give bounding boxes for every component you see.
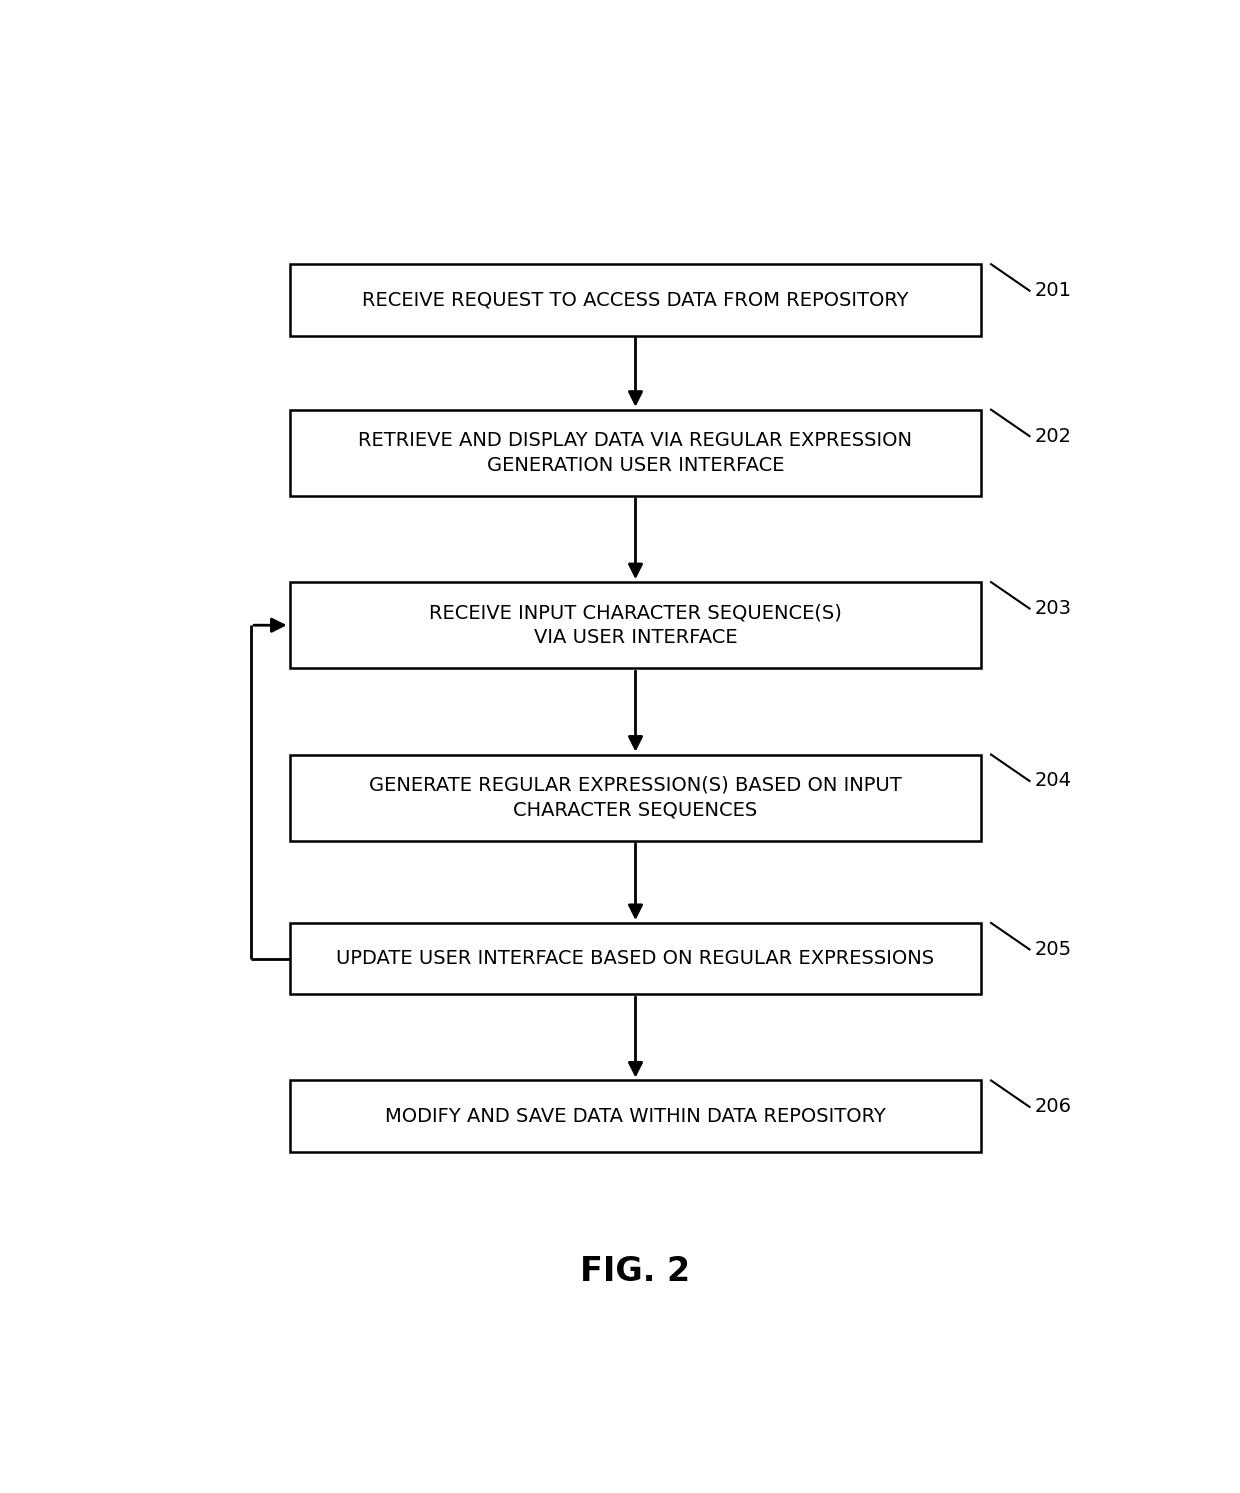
Text: 206: 206	[1034, 1097, 1071, 1117]
Text: MODIFY AND SAVE DATA WITHIN DATA REPOSITORY: MODIFY AND SAVE DATA WITHIN DATA REPOSIT…	[386, 1106, 885, 1126]
Text: 204: 204	[1034, 772, 1071, 790]
Text: RECEIVE REQUEST TO ACCESS DATA FROM REPOSITORY: RECEIVE REQUEST TO ACCESS DATA FROM REPO…	[362, 290, 909, 309]
Bar	[290, 754, 982, 841]
Bar	[290, 923, 982, 994]
Text: 203: 203	[1034, 599, 1071, 618]
Text: FIG. 2: FIG. 2	[580, 1254, 691, 1288]
Text: 201: 201	[1034, 281, 1071, 300]
Text: GENERATE REGULAR EXPRESSION(S) BASED ON INPUT
CHARACTER SEQUENCES: GENERATE REGULAR EXPRESSION(S) BASED ON …	[370, 776, 901, 820]
Text: 202: 202	[1034, 427, 1071, 445]
Text: UPDATE USER INTERFACE BASED ON REGULAR EXPRESSIONS: UPDATE USER INTERFACE BASED ON REGULAR E…	[336, 950, 935, 967]
Bar	[290, 582, 982, 669]
Bar	[290, 409, 982, 496]
Bar	[290, 264, 982, 336]
Text: RECEIVE INPUT CHARACTER SEQUENCE(S)
VIA USER INTERFACE: RECEIVE INPUT CHARACTER SEQUENCE(S) VIA …	[429, 603, 842, 646]
Text: 205: 205	[1034, 941, 1071, 959]
Text: RETRIEVE AND DISPLAY DATA VIA REGULAR EXPRESSION
GENERATION USER INTERFACE: RETRIEVE AND DISPLAY DATA VIA REGULAR EX…	[358, 431, 913, 475]
Bar	[290, 1081, 982, 1151]
